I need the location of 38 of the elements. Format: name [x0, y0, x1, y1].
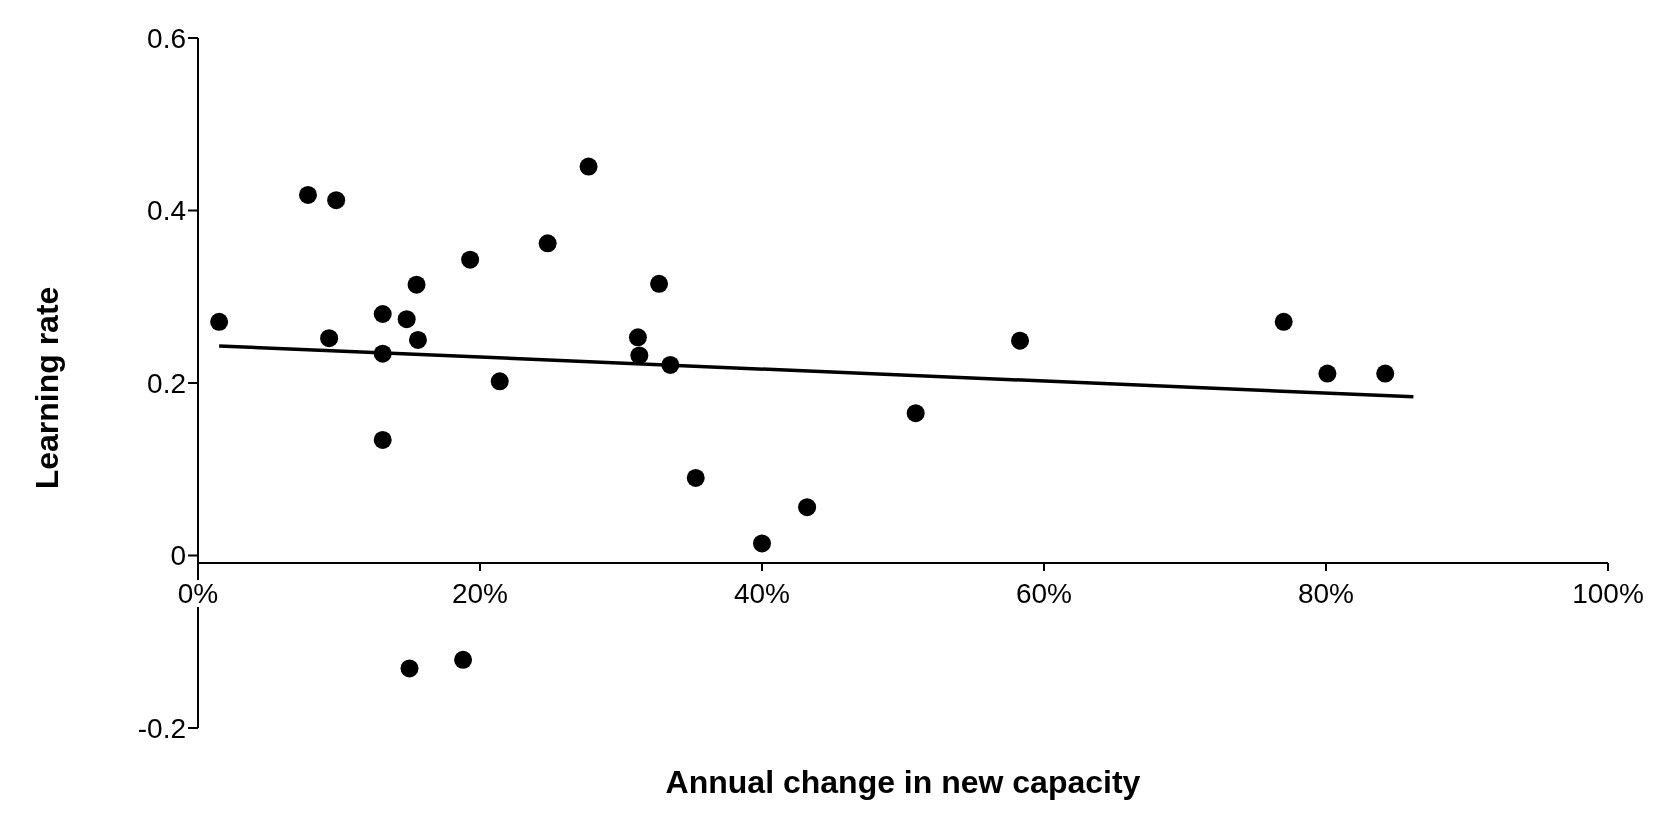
point [408, 330, 427, 349]
point [753, 534, 771, 553]
point [630, 346, 649, 365]
point [373, 430, 392, 449]
point [906, 404, 925, 423]
y-tick-label: 0 [170, 540, 186, 572]
point [397, 310, 416, 329]
y-tick-label: 0.2 [147, 367, 186, 399]
point [538, 234, 557, 253]
point [579, 157, 598, 176]
point [461, 250, 480, 269]
point [490, 372, 509, 391]
x-tick-label: 80% [1297, 578, 1355, 609]
x-tick-label: 20% [451, 578, 509, 609]
y-tick-label: -0.2 [137, 712, 186, 744]
point [1376, 364, 1395, 383]
point [210, 312, 229, 331]
point [320, 329, 339, 348]
point [798, 498, 817, 517]
x-tick-label: 40% [733, 578, 791, 609]
point [373, 305, 392, 323]
point [298, 185, 317, 204]
point [400, 659, 419, 678]
point [407, 275, 426, 294]
y-tick-label: 0.4 [147, 195, 186, 227]
point [1274, 312, 1293, 331]
point [628, 328, 647, 347]
point [1318, 364, 1337, 383]
x-tick-label: 100% [1572, 578, 1644, 609]
y-tick-label: 0.6 [147, 22, 186, 54]
point [686, 468, 705, 487]
x-axis-title: Annual change in new capacity [665, 764, 1141, 800]
point [454, 650, 473, 669]
point [327, 191, 346, 210]
x-tick-label: 60% [1015, 578, 1073, 609]
point [650, 274, 669, 293]
point [1011, 331, 1030, 350]
y-axis-title: Learning rate [29, 286, 65, 490]
